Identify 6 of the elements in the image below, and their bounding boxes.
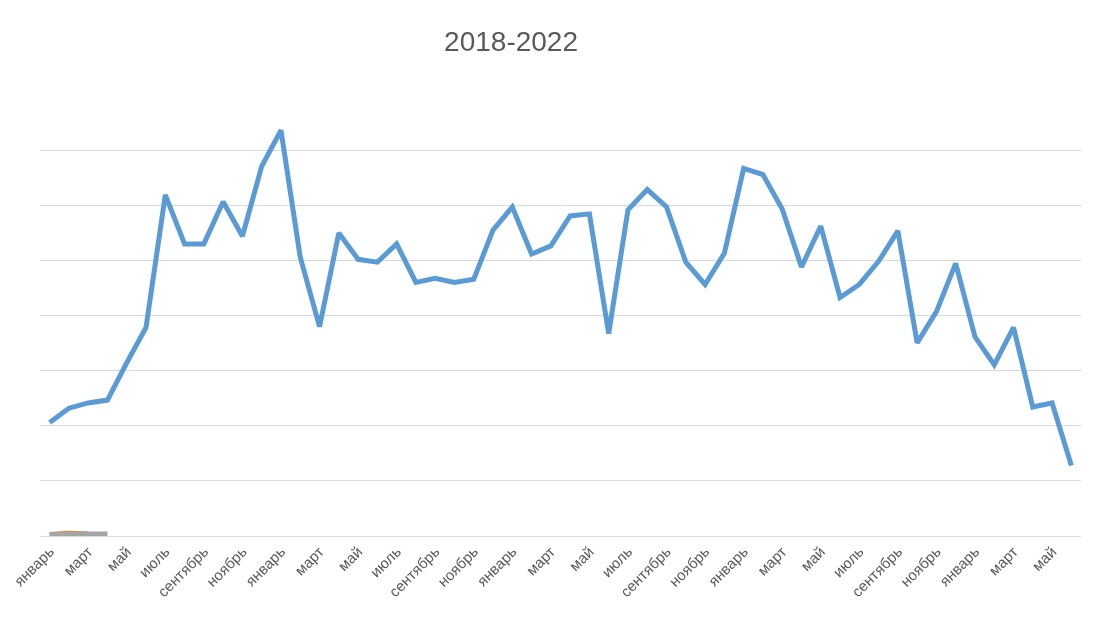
chart-title: 2018-2022	[444, 25, 579, 57]
x-tick-label: май	[1028, 542, 1060, 575]
x-tick-label: май	[797, 542, 829, 575]
x-tick-label: май	[565, 542, 597, 575]
x-tick-label: май	[103, 542, 135, 575]
x-tick-label: май	[334, 542, 366, 575]
